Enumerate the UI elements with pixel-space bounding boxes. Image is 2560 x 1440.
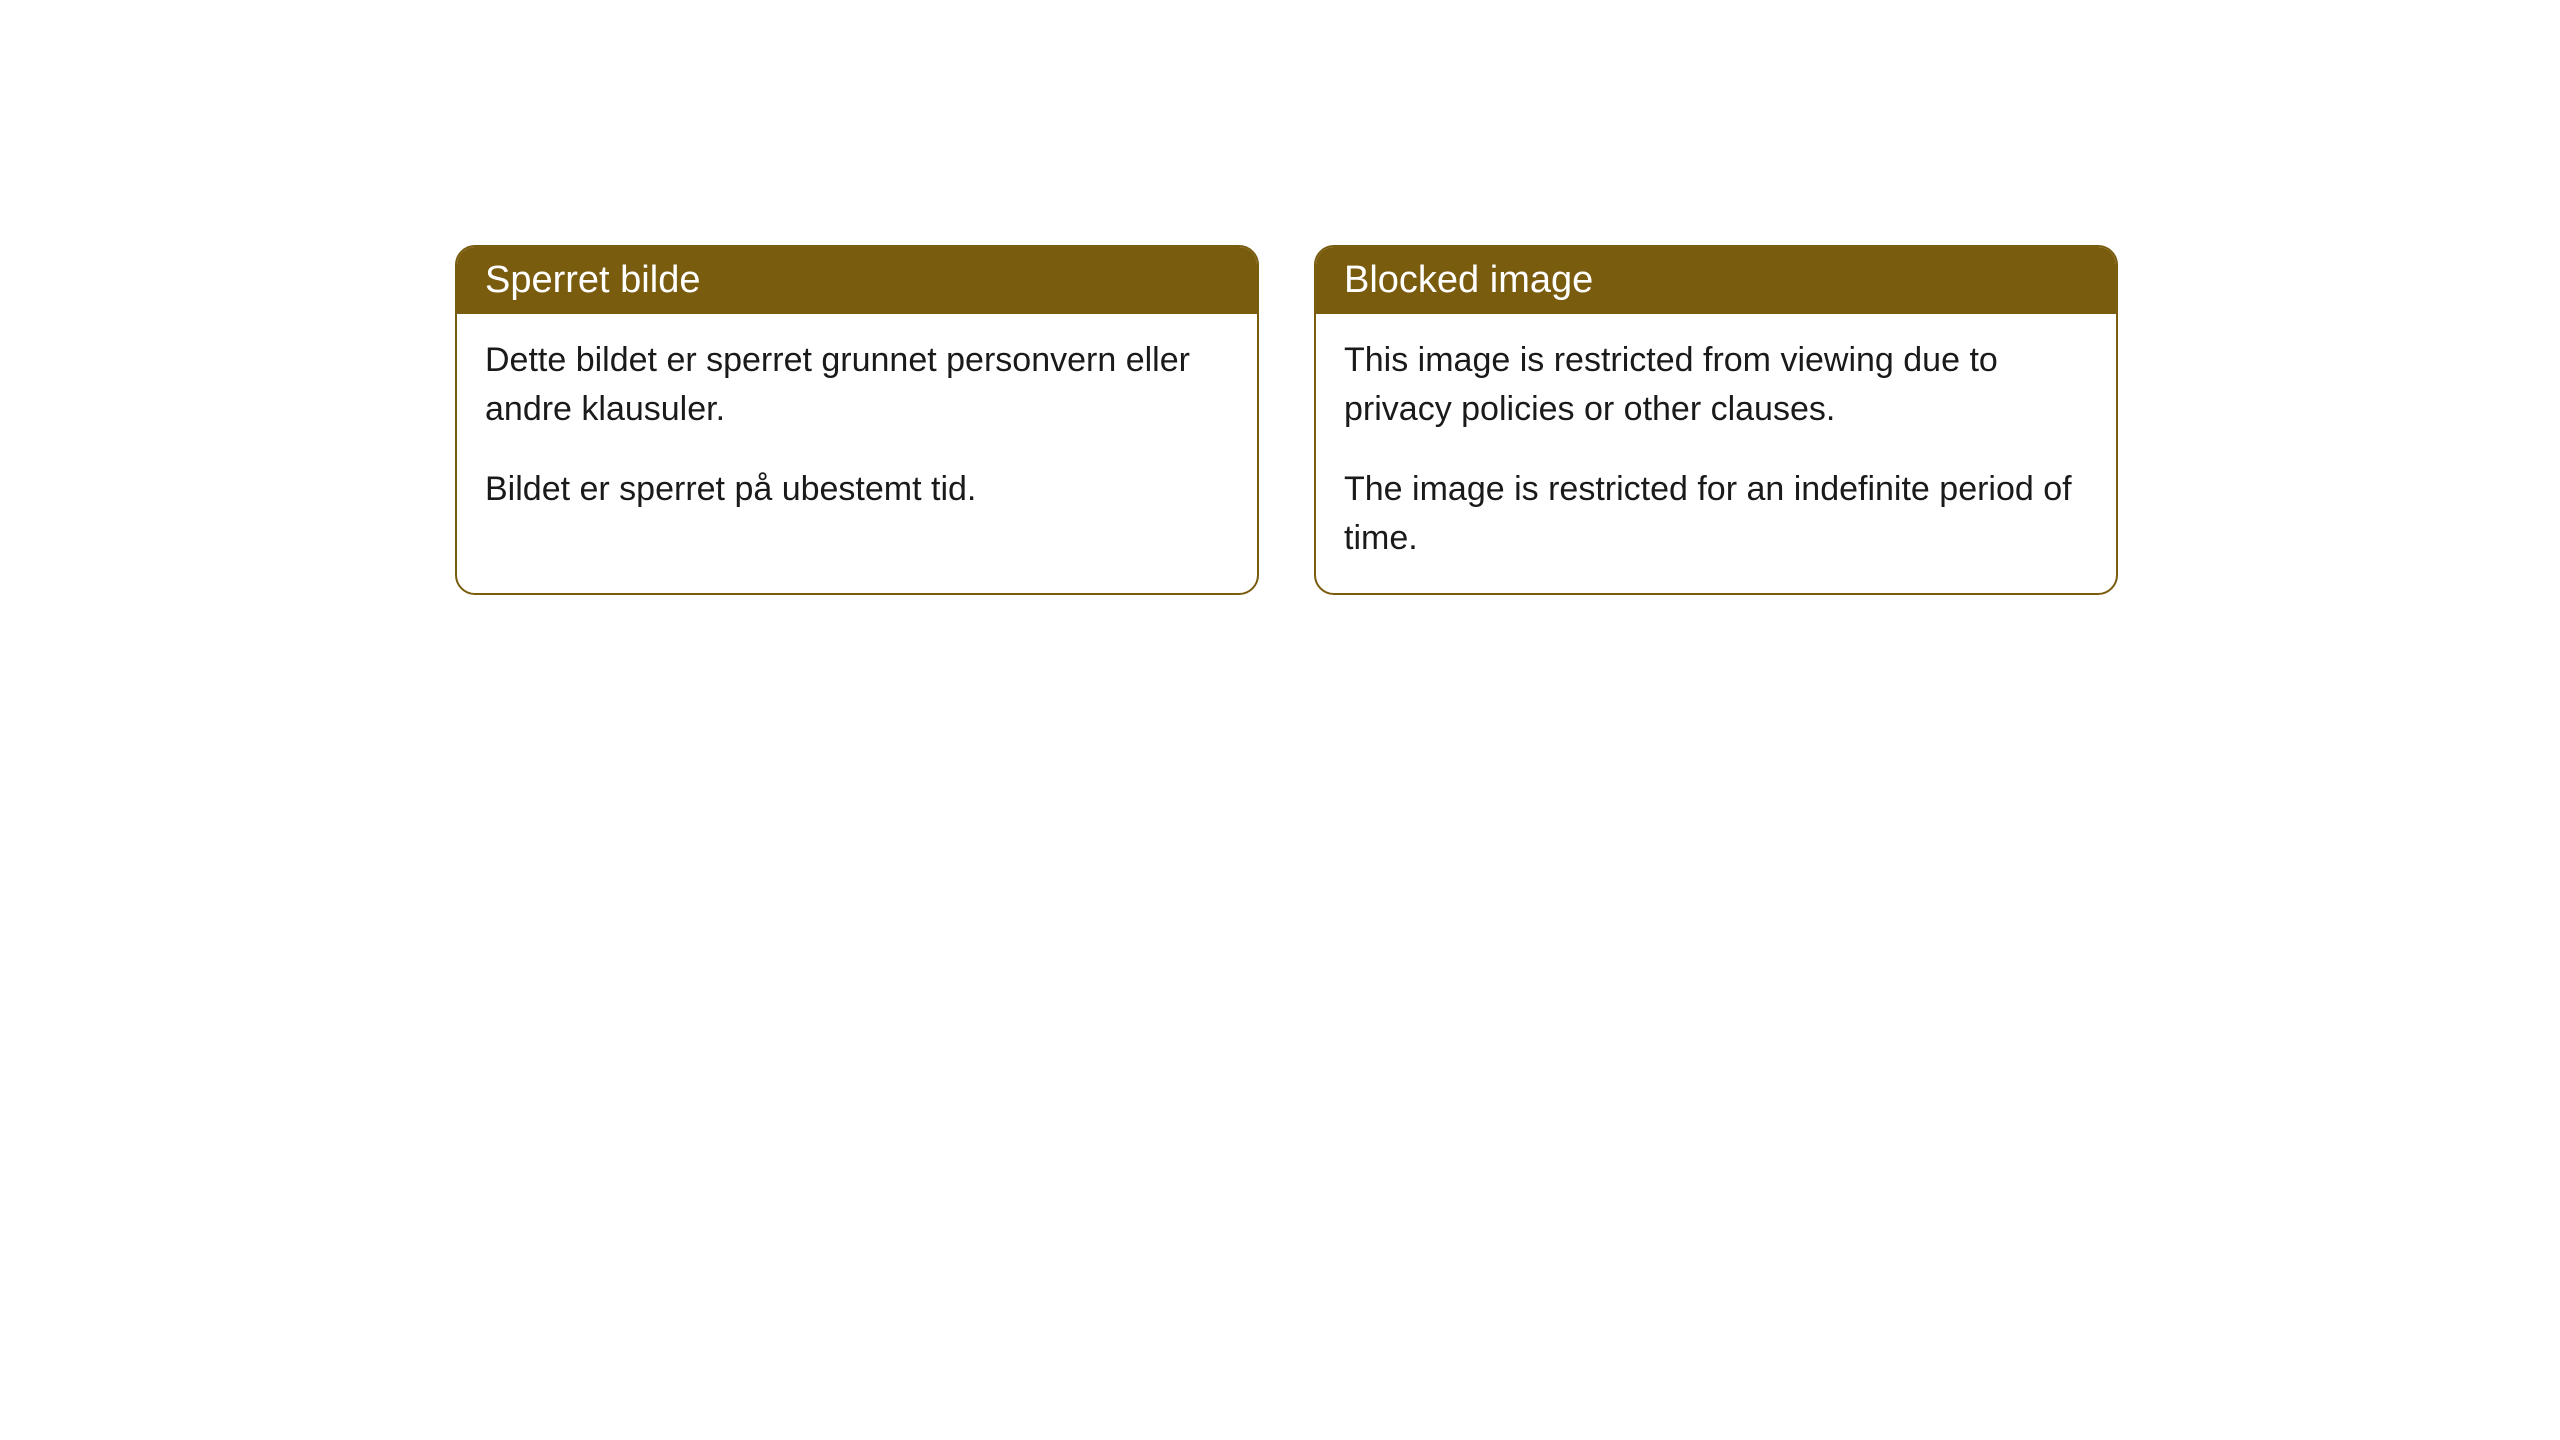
notice-header-english: Blocked image: [1316, 247, 2116, 314]
notice-paragraph: The image is restricted for an indefinit…: [1344, 465, 2088, 564]
notice-card-norwegian: Sperret bilde Dette bildet er sperret gr…: [455, 245, 1259, 595]
notice-paragraph: Bildet er sperret på ubestemt tid.: [485, 465, 1229, 514]
notice-title: Sperret bilde: [485, 259, 700, 301]
notice-cards-container: Sperret bilde Dette bildet er sperret gr…: [455, 245, 2118, 595]
notice-header-norwegian: Sperret bilde: [457, 247, 1257, 314]
notice-card-english: Blocked image This image is restricted f…: [1314, 245, 2118, 595]
notice-title: Blocked image: [1344, 259, 1593, 301]
notice-body-norwegian: Dette bildet er sperret grunnet personve…: [457, 314, 1257, 544]
notice-body-english: This image is restricted from viewing du…: [1316, 314, 2116, 593]
notice-paragraph: This image is restricted from viewing du…: [1344, 336, 2088, 435]
notice-paragraph: Dette bildet er sperret grunnet personve…: [485, 336, 1229, 435]
